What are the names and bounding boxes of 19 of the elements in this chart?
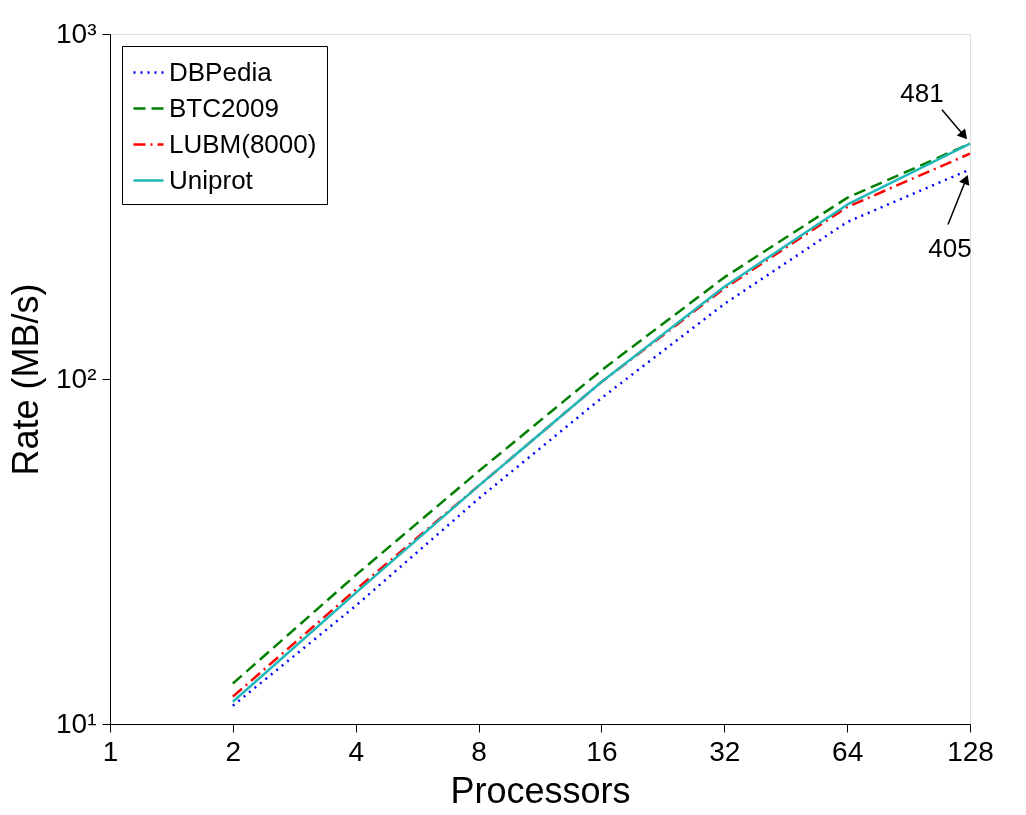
x-tick-label: 1: [102, 735, 119, 767]
x-axis-title: Processors: [450, 769, 631, 811]
legend-label: LUBM(8000): [169, 128, 317, 159]
y-tick-label: 10¹: [56, 707, 97, 739]
x-tick-label: 2: [225, 735, 242, 767]
x-tick-label: 8: [471, 735, 487, 767]
y-tick-label: 10²: [56, 362, 97, 394]
legend-label: BTC2009: [169, 92, 279, 123]
x-tick-label: 16: [586, 735, 618, 767]
annotation: 481: [900, 77, 944, 108]
y-tick-label: 10³: [56, 17, 97, 49]
legend-label: Uniprot: [169, 164, 254, 195]
x-tick-label: 64: [832, 735, 864, 767]
x-tick-label: 32: [709, 735, 741, 767]
x-tick-label: 128: [947, 735, 994, 767]
y-axis-title: Rate (MB/s): [5, 283, 47, 476]
x-tick-label: 4: [348, 735, 364, 767]
annotation: 405: [928, 233, 972, 264]
legend-label: DBPedia: [169, 56, 273, 87]
